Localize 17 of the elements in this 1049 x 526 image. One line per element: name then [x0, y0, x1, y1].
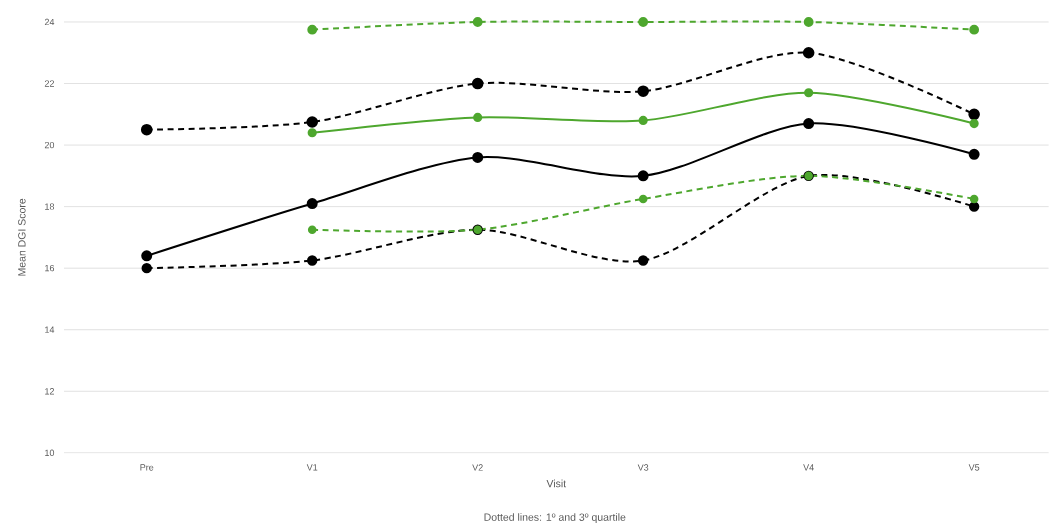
y-tick-label: 14	[45, 326, 55, 333]
x-tick-label: V2	[472, 464, 483, 471]
y-tick-label: 20	[44, 141, 55, 149]
text: Dotted lines: 1º and 3º quartile	[484, 513, 626, 523]
x-tick-label: V4	[803, 464, 814, 471]
x-tick-label: V1	[306, 464, 318, 471]
y-axis-title: Mean DGI Score	[18, 198, 26, 276]
y-tick-label: 18	[45, 203, 55, 210]
y-tick-label: 10	[45, 449, 55, 456]
x-tick-label: V3	[637, 464, 649, 471]
y-tick-label: 22	[44, 80, 54, 87]
y-tick-label: 24	[44, 18, 55, 25]
y-tick-label: 16	[45, 264, 55, 272]
x-tick-label: Pre	[140, 464, 154, 471]
y-tick-label: 12	[45, 387, 54, 395]
x-tick-label: V5	[968, 464, 980, 471]
x-axis-title: Visit	[546, 479, 567, 488]
